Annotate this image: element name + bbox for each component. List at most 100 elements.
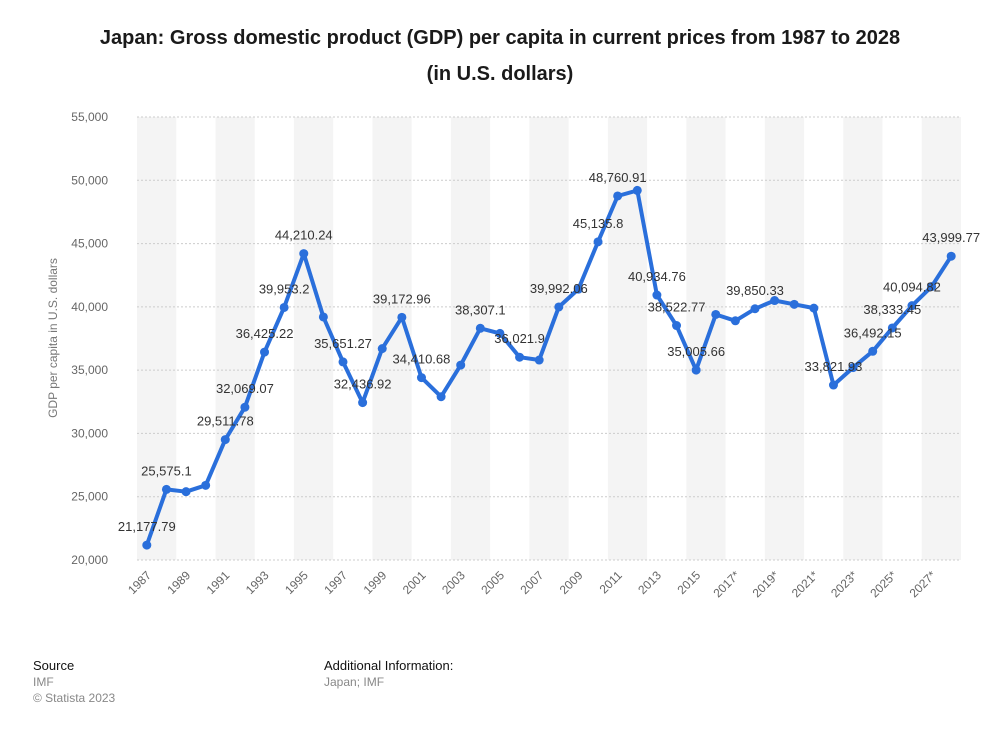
y-tick-label: 20,000: [71, 553, 108, 567]
data-point: [338, 357, 348, 367]
data-point: [416, 373, 426, 383]
source-heading: Source: [33, 658, 75, 673]
additional-info-block: Additional Information: Japan; IMF: [324, 658, 453, 690]
data-point: [868, 346, 878, 356]
x-tick-label: 2025*: [867, 568, 899, 600]
data-point: [887, 323, 897, 333]
source-value: IMF: [33, 675, 54, 689]
data-label: 33,821.93: [805, 359, 863, 374]
data-point: [220, 435, 230, 445]
plot-band: [921, 117, 961, 560]
x-tick-label: 1995: [282, 568, 311, 597]
y-tick-label: 25,000: [71, 490, 108, 504]
data-point: [770, 296, 780, 306]
x-tick-label: 1993: [243, 568, 272, 597]
data-point: [495, 328, 505, 338]
data-point: [927, 282, 937, 292]
y-tick-label: 30,000: [71, 426, 108, 440]
source-block: Source IMF © Statista 2023: [33, 658, 115, 706]
x-tick-label: 2019*: [750, 568, 782, 600]
x-tick-label: 1987: [125, 568, 154, 597]
data-point: [377, 344, 387, 354]
y-tick-label: 40,000: [71, 300, 108, 314]
x-tick-label: 2027*: [907, 568, 939, 600]
x-tick-label: 2003: [439, 568, 468, 597]
y-tick-label: 35,000: [71, 363, 108, 377]
copyright-text: © Statista 2023: [33, 691, 116, 705]
data-point: [907, 301, 917, 311]
data-label: 40,094.82: [883, 280, 941, 295]
data-label: 45,135.8: [573, 216, 624, 231]
data-point: [730, 316, 740, 326]
series-line: [144, 188, 954, 548]
data-label: 43,999.77: [922, 230, 980, 245]
x-tick-label: 2001: [400, 568, 429, 597]
data-label: 36,492.15: [844, 325, 902, 340]
data-label: 25,575.1: [141, 463, 192, 478]
x-tick-label: 2013: [635, 568, 664, 597]
data-point: [358, 398, 368, 408]
x-tick-label: 1991: [204, 568, 233, 597]
plot-band: [843, 117, 883, 560]
data-label: 40,934.76: [628, 269, 686, 284]
data-label: 32,069.07: [216, 381, 274, 396]
data-point: [260, 347, 270, 357]
x-tick-label: 1997: [321, 568, 350, 597]
data-point: [750, 304, 760, 314]
data-point: [711, 309, 721, 319]
x-tick-label: 2023*: [828, 568, 860, 600]
plot-band: [293, 117, 334, 560]
data-point: [299, 249, 309, 259]
data-point: [240, 402, 250, 412]
additional-info-value: Japan; IMF: [324, 675, 385, 689]
data-label: 38,307.1: [455, 302, 506, 317]
data-point: [632, 185, 642, 195]
data-label: 36,021.9: [494, 331, 545, 346]
x-tick-label: 2017*: [710, 568, 742, 600]
data-label: 39,992.06: [530, 281, 588, 296]
data-label: 34,410.68: [393, 352, 451, 367]
data-point: [828, 380, 838, 390]
data-point: [515, 352, 525, 362]
x-tick-label: 2007: [518, 568, 547, 597]
y-tick-label: 55,000: [71, 110, 108, 124]
data-point: [397, 312, 407, 322]
data-point: [201, 480, 211, 490]
data-label: 29,511.78: [197, 414, 254, 429]
x-tick-label: 2009: [557, 568, 586, 597]
x-tick-label: 2005: [478, 568, 507, 597]
y-tick-label: 50,000: [71, 173, 108, 187]
data-label: 38,522.77: [648, 300, 706, 315]
data-label: 44,210.24: [275, 228, 333, 243]
data-point: [142, 540, 152, 550]
data-point: [554, 302, 564, 312]
data-label: 38,333.45: [863, 302, 921, 317]
data-label: 36,425.22: [236, 326, 294, 341]
plot-band: [215, 117, 255, 560]
data-label: 39,850.33: [726, 283, 784, 298]
plot-band: [372, 117, 412, 560]
data-point: [534, 355, 544, 365]
data-point: [789, 299, 799, 309]
data-point: [848, 363, 858, 373]
data-label: 21,177.79: [118, 519, 176, 534]
data-label: 39,172.96: [373, 291, 431, 306]
plot-band: [137, 117, 177, 560]
plot-band: [764, 117, 805, 560]
data-label: 35,005.66: [667, 344, 725, 359]
data-point: [613, 191, 623, 201]
x-tick-label: 1999: [361, 568, 390, 597]
data-point: [573, 284, 583, 294]
data-point: [946, 251, 956, 261]
data-point: [475, 323, 485, 333]
y-axis-label: GDP per capita in U.S. dollars: [46, 258, 60, 418]
data-point: [672, 321, 682, 331]
data-label: 32,436.92: [334, 377, 392, 392]
x-tick-label: 1989: [164, 568, 193, 597]
data-point: [809, 303, 819, 313]
x-tick-label: 2015: [674, 568, 703, 597]
data-point: [691, 365, 701, 375]
y-tick-label: 45,000: [71, 237, 108, 251]
data-point: [652, 290, 662, 300]
